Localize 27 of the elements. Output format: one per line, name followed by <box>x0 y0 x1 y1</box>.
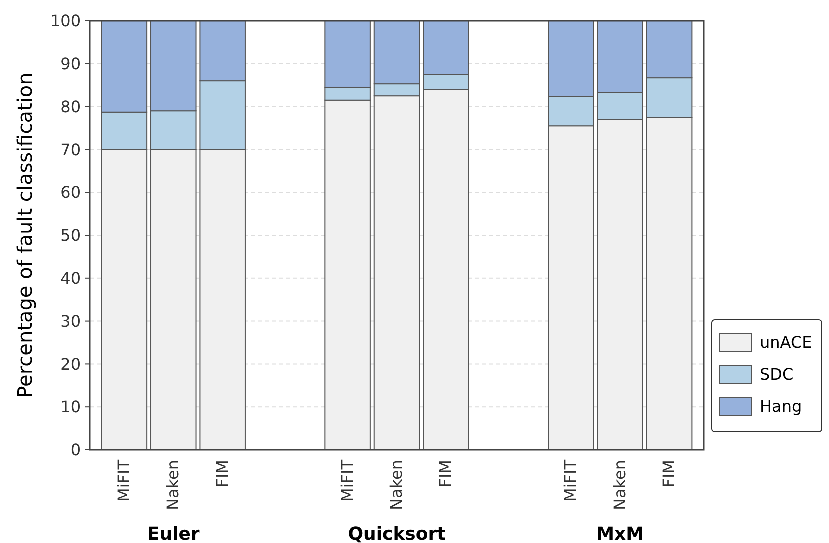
y-tick-label: 30 <box>60 312 81 331</box>
x-tick-label: MiFIT <box>114 460 134 502</box>
x-tick-label: Naken <box>610 460 630 510</box>
x-tick-label: Naken <box>164 460 183 510</box>
y-tick-label: 0 <box>70 440 81 460</box>
text: MxM <box>596 524 644 543</box>
legend-label: SDC <box>760 365 794 384</box>
y-tick-label: 90 <box>60 54 81 74</box>
x-tick-label: FIM <box>660 460 679 488</box>
y-tick-label: 70 <box>60 140 81 160</box>
y-tick-label: 20 <box>60 354 81 374</box>
y-axis-title: Percentage of fault classification <box>13 72 37 398</box>
y-tick-label: 60 <box>60 183 81 202</box>
x-tick-label: FIM <box>436 460 456 488</box>
legend-label: unACE <box>760 333 812 352</box>
text: Quicksort <box>348 524 446 543</box>
legend-label: Hang <box>760 397 802 416</box>
y-tick-label: 100 <box>50 12 81 31</box>
y-tick-label: 40 <box>60 269 81 288</box>
x-tick-label: MiFIT <box>338 460 357 502</box>
x-tick-label: FIM <box>212 460 232 488</box>
y-tick-label: 10 <box>60 398 81 417</box>
x-tick-label: MiFIT <box>561 460 580 502</box>
x-tick-label: Naken <box>387 460 406 510</box>
y-tick-label: 50 <box>60 226 81 246</box>
text: Euler <box>147 524 200 543</box>
y-tick-label: 80 <box>60 97 81 116</box>
